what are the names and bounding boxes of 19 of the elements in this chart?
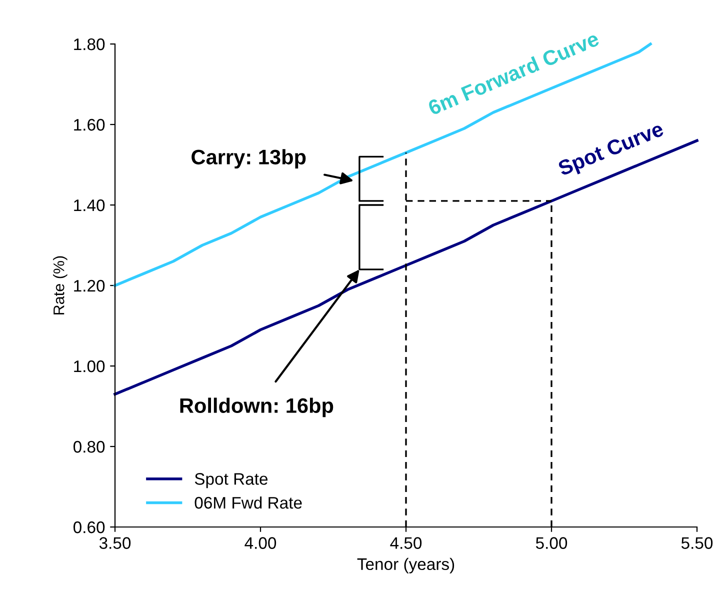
x-tick-label: 3.50 (99, 537, 131, 549)
y-tick-label: 1.20 (74, 280, 105, 292)
x-tick-label: 5.50 (681, 537, 713, 549)
y-tick-label: 0.60 (73, 521, 105, 534)
y-tick-label: 1.40 (74, 199, 105, 212)
x-tick-label: 4.00 (244, 537, 276, 549)
x-tick-label: 5.00 (536, 537, 568, 549)
x-tick-label: 4.50 (390, 537, 422, 549)
annotation: Spot Curve (557, 121, 666, 180)
legend-label: 06M Fwd Rate (194, 496, 302, 509)
x-axis-title: Tenor (years) (357, 558, 454, 574)
y-tick-label: 1.80 (74, 38, 105, 50)
annotation: Rolldown: 16bp (180, 398, 334, 418)
y-tick-label: 1.00 (74, 360, 105, 372)
annotation: Carry: 13bp (192, 149, 306, 169)
y-axis-title: Rate (%) (53, 256, 68, 314)
y-tick-label: 1.60 (74, 118, 105, 131)
y-tick-label: 0.80 (73, 440, 105, 453)
legend-label: Spot Rate (194, 473, 268, 488)
